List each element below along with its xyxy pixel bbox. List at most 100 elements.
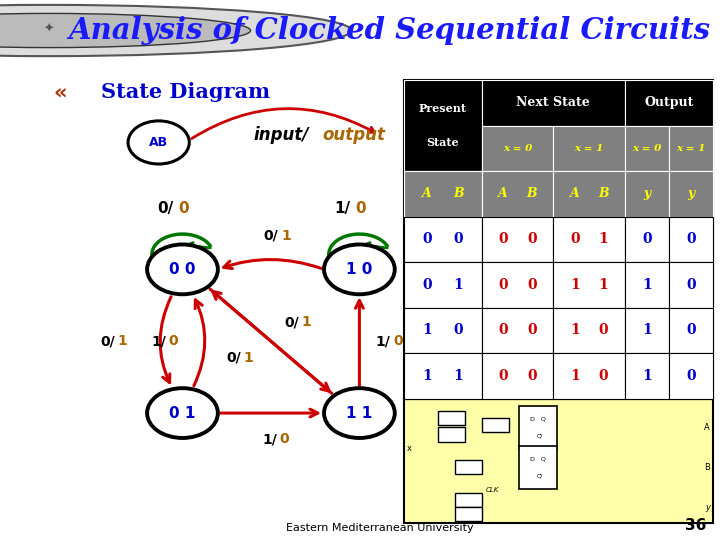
Circle shape — [0, 5, 351, 56]
Text: 0/: 0/ — [100, 334, 115, 348]
FancyBboxPatch shape — [625, 308, 669, 353]
Text: 0: 0 — [168, 334, 179, 348]
Text: CLK: CLK — [485, 487, 499, 493]
Text: 0: 0 — [393, 334, 403, 348]
Text: B: B — [704, 463, 710, 472]
Text: B: B — [598, 187, 608, 200]
FancyBboxPatch shape — [404, 80, 714, 399]
Text: 1: 1 — [598, 278, 608, 292]
Text: x = 0: x = 0 — [503, 144, 532, 153]
Text: 0/: 0/ — [284, 315, 299, 329]
Text: A: A — [570, 187, 580, 200]
Text: Eastern Mediterranean University: Eastern Mediterranean University — [286, 523, 474, 533]
Text: 0/: 0/ — [264, 229, 279, 243]
Text: AB: AB — [149, 136, 168, 149]
Text: 0 0: 0 0 — [169, 262, 196, 277]
Circle shape — [128, 121, 189, 164]
FancyBboxPatch shape — [625, 171, 669, 217]
Text: x = 1: x = 1 — [575, 144, 603, 153]
Text: 0: 0 — [527, 278, 536, 292]
Text: 0: 0 — [642, 232, 652, 246]
Text: 1: 1 — [570, 369, 580, 383]
Text: Next State: Next State — [516, 97, 590, 110]
Text: 1/: 1/ — [151, 334, 166, 348]
FancyBboxPatch shape — [553, 217, 625, 262]
Text: 0: 0 — [498, 232, 508, 246]
Text: y: y — [705, 503, 710, 511]
Text: Q̅: Q̅ — [534, 474, 542, 478]
Text: 1/: 1/ — [262, 433, 277, 447]
FancyBboxPatch shape — [669, 353, 714, 399]
Text: Q̅: Q̅ — [534, 434, 542, 438]
FancyBboxPatch shape — [553, 308, 625, 353]
Circle shape — [324, 245, 395, 294]
Text: State Diagram: State Diagram — [101, 82, 270, 102]
FancyBboxPatch shape — [625, 262, 669, 308]
Text: input/: input/ — [254, 126, 310, 144]
Text: 0/: 0/ — [226, 351, 241, 365]
Text: 0: 0 — [598, 323, 608, 338]
Text: 1: 1 — [281, 229, 291, 243]
FancyBboxPatch shape — [404, 353, 482, 399]
Text: 0: 0 — [422, 232, 432, 246]
Text: 1: 1 — [642, 278, 652, 292]
FancyBboxPatch shape — [553, 126, 625, 171]
FancyBboxPatch shape — [625, 80, 714, 126]
Bar — [519, 446, 557, 489]
Text: B: B — [526, 187, 537, 200]
Bar — [438, 427, 465, 442]
Bar — [519, 406, 557, 449]
FancyBboxPatch shape — [404, 399, 714, 523]
FancyBboxPatch shape — [404, 308, 482, 353]
FancyBboxPatch shape — [404, 262, 482, 308]
Text: 1: 1 — [243, 351, 253, 365]
Text: Analysis of Clocked Sequential Circuits: Analysis of Clocked Sequential Circuits — [68, 16, 710, 45]
Text: State: State — [426, 138, 459, 148]
FancyBboxPatch shape — [553, 171, 625, 217]
Text: 1/: 1/ — [376, 334, 391, 348]
Text: B: B — [453, 187, 464, 200]
Text: 1: 1 — [118, 334, 127, 348]
FancyBboxPatch shape — [553, 353, 625, 399]
Text: 0: 0 — [527, 369, 536, 383]
Text: 1: 1 — [302, 315, 311, 329]
Text: x: x — [407, 444, 412, 454]
Text: A: A — [498, 187, 508, 200]
Text: 1 1: 1 1 — [346, 406, 372, 421]
Circle shape — [0, 14, 251, 48]
Text: Present: Present — [419, 103, 467, 114]
FancyBboxPatch shape — [625, 353, 669, 399]
Text: 0: 0 — [356, 201, 366, 216]
Text: output: output — [322, 126, 385, 144]
FancyBboxPatch shape — [482, 217, 553, 262]
Text: 0: 0 — [179, 201, 189, 216]
Text: 1: 1 — [642, 369, 652, 383]
Text: 0: 0 — [686, 232, 696, 246]
Text: 0: 0 — [498, 278, 508, 292]
Text: 1: 1 — [422, 369, 432, 383]
FancyBboxPatch shape — [669, 126, 714, 171]
Text: 1: 1 — [642, 323, 652, 338]
Circle shape — [324, 388, 395, 438]
Bar — [454, 492, 482, 507]
Text: Output: Output — [644, 97, 693, 110]
Text: «: « — [53, 82, 67, 102]
Text: A: A — [704, 423, 710, 432]
Text: 0: 0 — [527, 232, 536, 246]
Text: 0: 0 — [527, 323, 536, 338]
FancyBboxPatch shape — [482, 126, 553, 171]
Text: 0: 0 — [598, 369, 608, 383]
Text: y: y — [643, 187, 650, 200]
Circle shape — [147, 245, 218, 294]
Text: 0: 0 — [570, 232, 580, 246]
Text: 0: 0 — [498, 369, 508, 383]
Text: 0: 0 — [686, 369, 696, 383]
Text: 0: 0 — [686, 278, 696, 292]
Text: 1: 1 — [598, 232, 608, 246]
FancyBboxPatch shape — [625, 217, 669, 262]
Bar — [454, 507, 482, 522]
Text: 0/: 0/ — [158, 201, 174, 216]
FancyBboxPatch shape — [404, 80, 482, 171]
Text: ✦: ✦ — [44, 23, 54, 36]
Text: 0: 0 — [498, 323, 508, 338]
